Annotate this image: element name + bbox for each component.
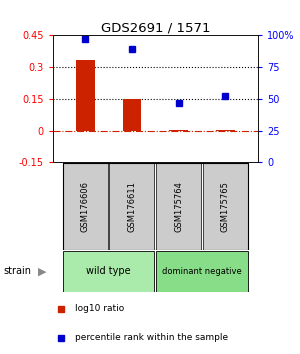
Bar: [156, 163, 201, 250]
Text: strain: strain: [3, 267, 31, 276]
Text: log10 ratio: log10 ratio: [75, 304, 124, 313]
Text: GSM176606: GSM176606: [81, 181, 90, 232]
Title: GDS2691 / 1571: GDS2691 / 1571: [100, 21, 210, 34]
Text: wild type: wild type: [86, 267, 131, 276]
Bar: [76, 60, 94, 131]
Bar: [123, 99, 141, 131]
Bar: [110, 163, 154, 250]
Text: ▶: ▶: [38, 267, 46, 276]
Bar: [156, 251, 248, 292]
Bar: [63, 163, 108, 250]
Bar: [216, 130, 235, 131]
Bar: [169, 130, 188, 131]
Text: percentile rank within the sample: percentile rank within the sample: [75, 333, 228, 342]
Text: GSM175765: GSM175765: [221, 181, 230, 232]
Text: dominant negative: dominant negative: [162, 267, 242, 276]
Text: GSM175764: GSM175764: [174, 181, 183, 232]
Bar: [203, 163, 248, 250]
Text: GSM176611: GSM176611: [128, 181, 136, 232]
Bar: [63, 163, 248, 250]
Bar: [63, 251, 154, 292]
